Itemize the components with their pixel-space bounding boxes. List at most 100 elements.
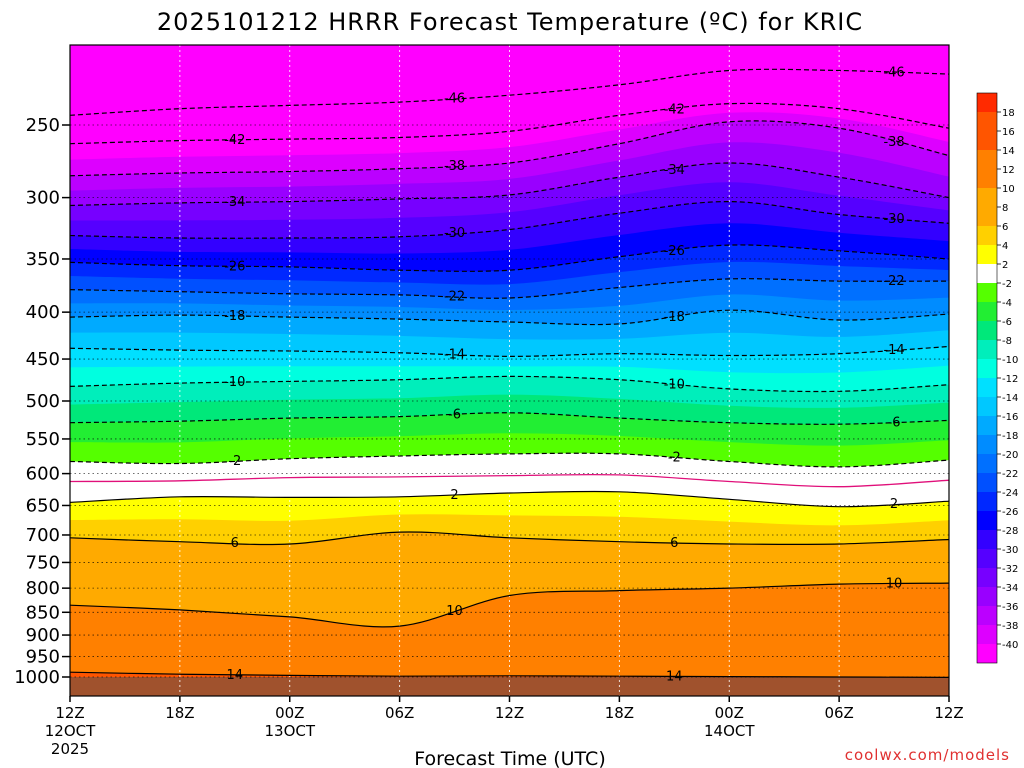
credit-text: coolwx.com/models [845, 746, 1010, 764]
x-tick-date: 12OCT [45, 722, 96, 740]
isotherm-line [70, 671, 949, 678]
colorbar-swatch [977, 283, 997, 302]
isotherm-label: -22 [883, 274, 904, 289]
colorbar-swatch [977, 340, 997, 359]
colorbar-label: 16 [1002, 127, 1015, 138]
x-tick-label: 06Z [385, 704, 414, 722]
x-axis-label: Forecast Time (UTC) [414, 748, 605, 768]
isotherm-label: -34 [224, 195, 245, 210]
colorbar-label: -26 [1002, 507, 1018, 518]
x-tick-label: 00Z [715, 704, 744, 722]
isotherm-label: -38 [444, 159, 465, 174]
colorbar-swatch [977, 397, 997, 416]
y-tick-label: 800 [26, 578, 60, 599]
colorbar-swatch [977, 359, 997, 378]
isotherm-label: 10 [886, 577, 903, 592]
colorbar-label: -30 [1002, 545, 1018, 556]
isotherm-label: -6 [888, 415, 901, 430]
colorbar-swatch [977, 207, 997, 226]
y-tick-label: 450 [26, 349, 60, 370]
colorbar-label: 14 [1002, 146, 1015, 157]
y-tick-label: 900 [26, 625, 60, 646]
colorbar-swatch [977, 321, 997, 340]
pressure-axis: 2503003504004505005506006507007508008509… [14, 115, 70, 688]
y-tick-label: 1000 [14, 667, 60, 688]
colorbar-label: 10 [1002, 184, 1015, 195]
isotherm-label: 6 [670, 536, 678, 551]
colorbar-label: -16 [1002, 412, 1018, 423]
isotherm-line [70, 582, 949, 628]
colorbar-label: -12 [1002, 374, 1018, 385]
y-tick-label: 950 [26, 647, 60, 668]
colorbar-label: -24 [1002, 488, 1018, 499]
colorbar-swatch [977, 112, 997, 131]
y-tick-label: 550 [26, 429, 60, 450]
isotherm-line [70, 162, 949, 207]
isotherm-label: 14 [666, 669, 683, 684]
colorbar-label: -38 [1002, 621, 1018, 632]
isotherm-line [70, 200, 949, 239]
isotherm-line [70, 309, 949, 326]
colorbar-swatch [977, 625, 997, 644]
colorbar-label: -20 [1002, 450, 1018, 461]
isotherm-line [70, 244, 949, 272]
colorbar-label: 6 [1002, 222, 1008, 233]
colorbar-swatch [977, 378, 997, 397]
colorbar-label: -18 [1002, 431, 1018, 442]
y-tick-label: 850 [26, 602, 60, 623]
x-tick-label: 18Z [165, 704, 194, 722]
colorbar-swatch [977, 93, 997, 112]
grid-lines [70, 45, 949, 696]
y-tick-label: 350 [26, 249, 60, 270]
colorbar-swatch [977, 302, 997, 321]
colorbar-swatch [977, 435, 997, 454]
isotherm-label: -30 [444, 226, 465, 241]
colorbar-swatch [977, 226, 997, 245]
y-tick-label: 700 [26, 525, 60, 546]
x-tick-date: 14OCT [704, 722, 755, 740]
isotherm-label: -14 [883, 343, 904, 358]
isotherm-label: -2 [668, 451, 681, 466]
isotherm-line [70, 452, 949, 468]
x-tick-label: 18Z [605, 704, 634, 722]
colorbar-swatch [977, 549, 997, 568]
colorbar-swatch [977, 530, 997, 549]
colorbar-label: -40 [1002, 640, 1018, 651]
colorbar-label: -6 [1002, 317, 1012, 328]
isotherm-label: 2 [890, 497, 898, 512]
y-tick-label: 650 [26, 495, 60, 516]
colorbar-label: -32 [1002, 564, 1018, 575]
y-tick-label: 600 [26, 464, 60, 485]
colorbar-swatch [977, 131, 997, 150]
colorbar-swatch [977, 416, 997, 435]
isotherm-label: -46 [883, 65, 904, 80]
isotherm-label: -14 [444, 348, 465, 363]
y-tick-label: 250 [26, 115, 60, 136]
chart-title: 2025101212 HRRR Forecast Temperature (ºC… [157, 8, 863, 36]
isotherm-label: -26 [224, 259, 245, 274]
colorbar-swatch [977, 568, 997, 587]
colorbar-label: -8 [1002, 336, 1012, 347]
y-tick-label: 400 [26, 302, 60, 323]
colorbar-swatch [977, 473, 997, 492]
isotherm-label: -26 [664, 244, 685, 259]
colorbar-swatch [977, 606, 997, 625]
isotherm-layer: 14 14 10 10 6 6 2 2 -2 -2 -6 -6 -10 -10 -14 -14 -18 -18 -2… [70, 65, 949, 684]
x-tick-label: 12Z [934, 704, 963, 722]
colorbar-swatch [977, 245, 997, 264]
colorbar-label: 2 [1002, 260, 1008, 271]
isotherm-label: -42 [664, 103, 685, 118]
isotherm-line [70, 102, 949, 145]
y-tick-label: 500 [26, 391, 60, 412]
colorbar-swatch [977, 454, 997, 473]
colorbar-label: 4 [1002, 241, 1008, 252]
colorbar-label: -4 [1002, 298, 1012, 309]
x-tick-label: 06Z [824, 704, 853, 722]
isotherm-line [70, 412, 949, 425]
colorbar-swatch [977, 511, 997, 530]
isotherm-label: 2 [450, 488, 458, 503]
y-tick-label: 750 [26, 552, 60, 573]
colorbar-label: -14 [1002, 393, 1018, 404]
colorbar-label: 12 [1002, 165, 1015, 176]
